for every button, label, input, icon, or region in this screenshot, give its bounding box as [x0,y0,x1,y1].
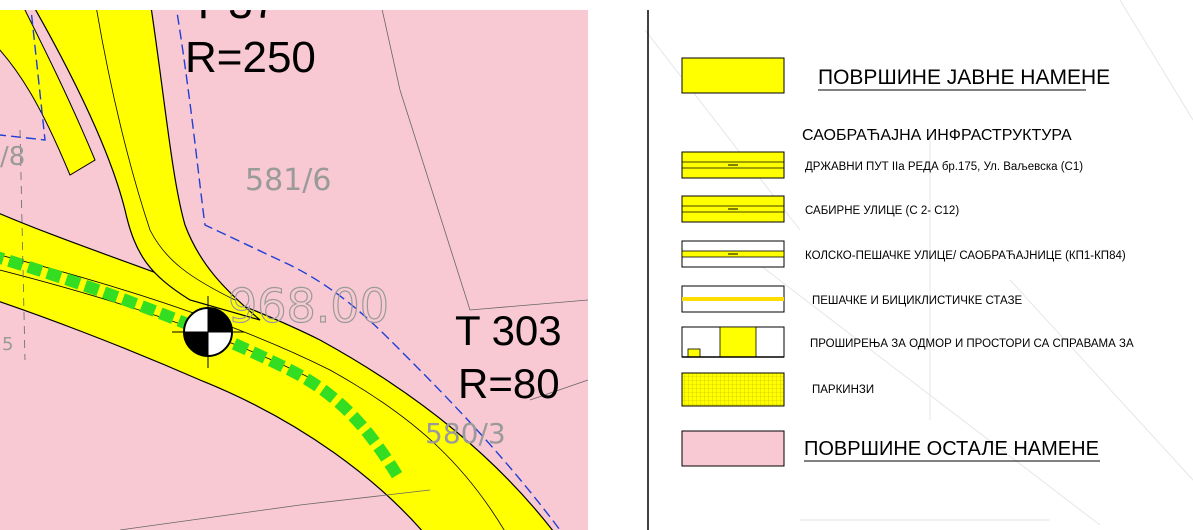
legend-label-public-areas: ПОВРШИНЕ ЈАВНЕ НАМЕНЕ [818,66,1110,89]
cadastral-line [529,379,588,401]
branch-road [34,10,261,321]
cadastral-line [381,10,588,311]
legend-label-other-areas: ПОВРШИНЕ ОСТАЛЕ НАМЕНЕ [804,438,1099,460]
parcel-label-left-8: /8 [0,142,25,172]
swatch-public-areas [681,57,785,94]
curve-label-t-lower: T 303 [455,307,562,354]
bike-path [0,251,406,484]
parcel-label-580-3: 580/3 [425,417,506,450]
parcel-boundary [175,10,561,530]
legend-label-ped-bike-paths: ПЕШАЧКЕ И БИЦИКЛИСТИЧКЕ СТАЗЕ [812,295,1023,307]
plan-map[interactable]: T 37 R=250 T 303 R=80 581/6 580/3 /8 5 9… [0,10,588,530]
road-inner-line [96,10,236,301]
parcel-boundary [0,10,46,141]
swatch-collector-streets [681,195,785,223]
road-inner-line [0,254,505,530]
legend-background-lines [644,0,1193,526]
legend-label-traffic-infra: САОБРАЋАЈНА ИНФРАСТРУКТУРА [802,127,1072,144]
legend-label-state-road: ДРЖАВНИ ПУТ IIa РЕДА бр.175, Ул. Ваљевск… [805,161,1083,173]
map-legend: ПОВРШИНЕ ЈАВНЕ НАМЕНЕ САОБРАЋАЈНА ИНФРАС… [644,0,1193,530]
cadastral-line [19,129,26,361]
swatch-ped-bike-paths [681,285,785,313]
swatch-other-areas [681,430,785,467]
legend-label-rest-areas: ПРОШИРЕЊА ЗА ОДМОР И ПРОСТОРИ СА СПРАВАМ… [810,338,1134,350]
curve-label-r-upper: R=250 [185,33,316,82]
swatch-shared-streets [681,240,785,268]
curve-label-r-lower: R=80 [458,360,560,407]
cadastral-line [119,489,431,530]
curve-label-t-upper: T 37 [190,10,277,28]
swatch-rest-areas [681,326,785,358]
swatch-state-road [681,151,785,179]
parcel-label-581-6: 581/6 [245,163,331,198]
swatch-parking [681,372,785,407]
parcel-label-left-5: 5 [2,334,13,355]
survey-point-marker[interactable] [172,296,244,368]
legend-label-shared-streets: КОЛСКО-ПЕШАЧКЕ УЛИЦЕ/ САОБРАЋАЈНИЦЕ (КП1… [805,250,1126,262]
left-road-edge [0,10,96,176]
legend-label-collector-streets: САБИРНЕ УЛИЦЕ (С 2- С12) [805,205,959,217]
legend-label-parking: ПАРКИНЗИ [812,384,874,396]
elevation-label: 968.00 [228,279,389,333]
